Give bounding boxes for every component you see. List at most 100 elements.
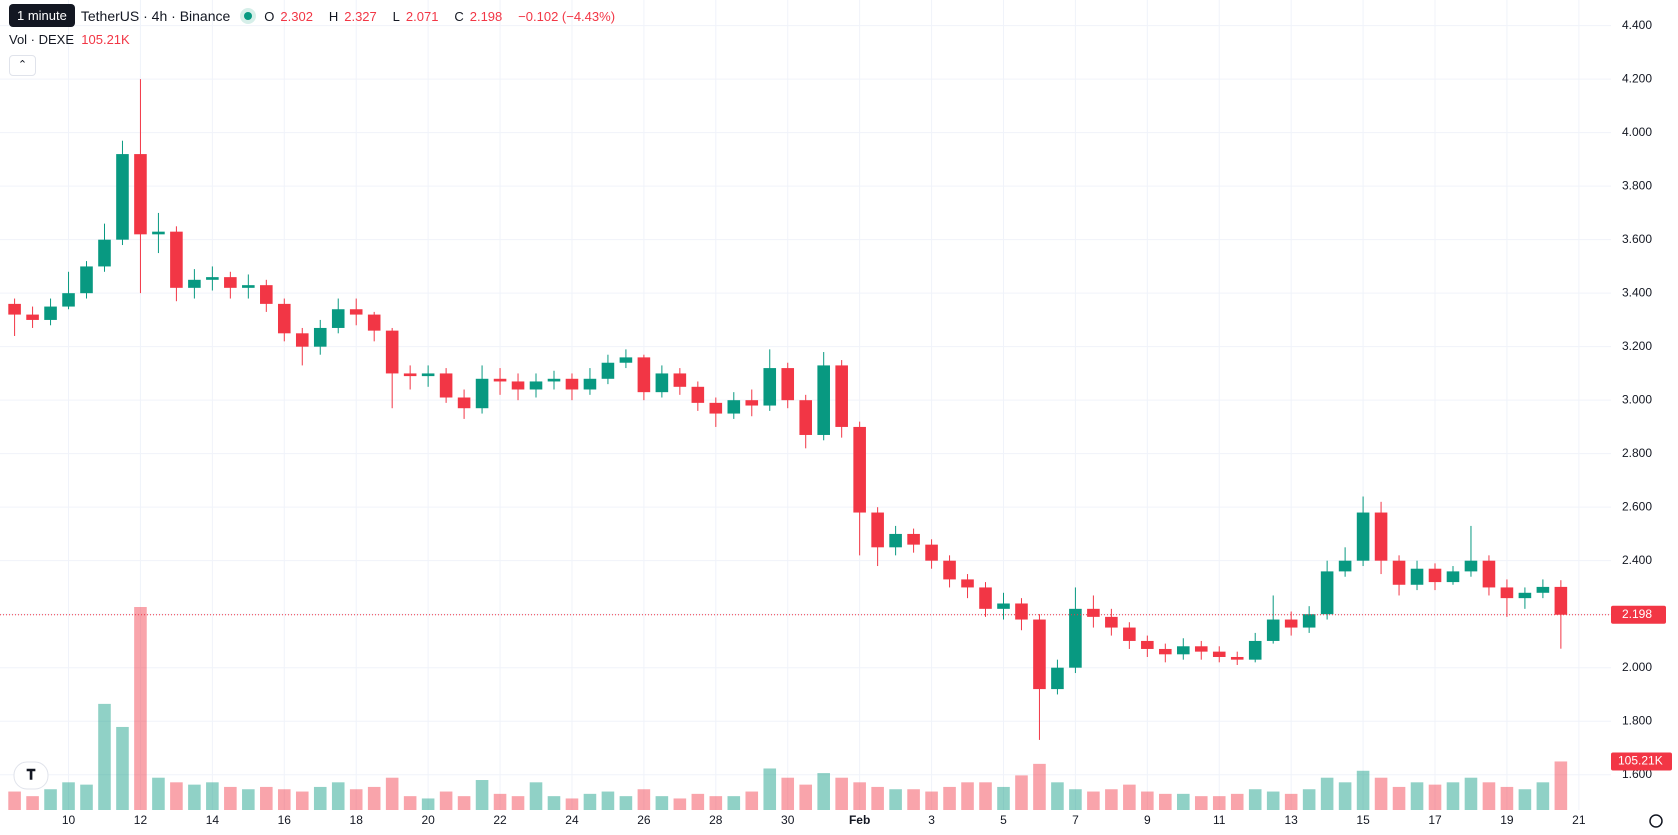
x-tick-label: 9 xyxy=(1144,813,1151,827)
y-tick-label: 3.800 xyxy=(1622,178,1652,192)
volume-bar xyxy=(421,798,435,810)
candle-body xyxy=(403,373,417,377)
candle-body xyxy=(116,154,129,240)
candle-body xyxy=(1248,640,1262,660)
volume-bar xyxy=(871,786,884,810)
volume-bar xyxy=(1464,777,1478,810)
x-tick-label: 3 xyxy=(928,813,935,827)
volume-bar xyxy=(1033,763,1046,810)
ohlc-value: 2.198 xyxy=(469,8,503,24)
volume-bar xyxy=(206,782,219,810)
x-tick-label: 16 xyxy=(278,813,292,827)
candle-body xyxy=(367,314,381,331)
volume-bar xyxy=(224,786,237,810)
candle-body xyxy=(493,378,507,382)
volume-bar xyxy=(457,796,471,810)
candle-body xyxy=(1266,619,1280,641)
volume-bar xyxy=(1266,791,1280,810)
ohlc: O 2.302 H 2.327 L 2.071 C 2.198 −0.102 (−4.4… xyxy=(264,8,621,24)
volume-bar xyxy=(1302,789,1316,810)
y-tick-label: 2.800 xyxy=(1622,446,1652,460)
candle-body xyxy=(745,400,759,406)
volume-bar xyxy=(170,782,183,810)
x-tick-label: 24 xyxy=(565,813,579,827)
candle-body xyxy=(691,386,705,403)
ohlc-label: O xyxy=(264,8,275,24)
candle-body xyxy=(583,378,597,390)
candle-body xyxy=(295,333,309,347)
volume-bar xyxy=(349,789,363,810)
volume-value: 105.21K xyxy=(81,32,130,47)
volume-bar xyxy=(547,796,561,810)
volume-bar xyxy=(313,786,327,810)
candle-body xyxy=(1284,619,1298,628)
x-tick-label: 18 xyxy=(350,813,364,827)
x-tick-label: 21 xyxy=(1572,813,1586,827)
candle-body xyxy=(889,533,902,548)
candle-body xyxy=(242,285,255,288)
candle-body xyxy=(1464,560,1478,572)
candle-body xyxy=(1338,560,1352,572)
volume-bar xyxy=(1194,796,1208,810)
candle-body xyxy=(709,402,723,414)
candle-body xyxy=(1554,586,1568,615)
y-tick-label: 4.000 xyxy=(1622,125,1652,139)
x-tick-label: 15 xyxy=(1356,813,1370,827)
volume-bar xyxy=(745,791,759,810)
volume-bar xyxy=(80,784,93,810)
volume-bar xyxy=(1536,782,1550,810)
volume-bar xyxy=(295,791,309,810)
candle-body xyxy=(1176,646,1190,655)
volume-bar xyxy=(98,703,111,810)
candle-body xyxy=(206,277,219,280)
symbol-title[interactable]: TetherUS · 4h · Binance xyxy=(80,7,231,24)
volume-bar xyxy=(1482,782,1496,810)
logo xyxy=(13,761,49,790)
volume-bar xyxy=(116,726,129,810)
candle-body xyxy=(979,587,992,609)
y-tick-label: 1.800 xyxy=(1622,713,1652,727)
settings-icon xyxy=(1649,814,1663,828)
volume-bar xyxy=(1392,786,1406,810)
volume-bar xyxy=(853,782,866,810)
candle-body xyxy=(871,512,884,548)
candle-body xyxy=(817,365,830,435)
candle-body xyxy=(62,293,75,307)
volume-bar xyxy=(511,796,525,810)
volume-bar xyxy=(817,773,830,810)
candle-body xyxy=(673,373,687,387)
candle-body xyxy=(1302,614,1316,628)
candle-body xyxy=(763,368,777,406)
volume-bar xyxy=(529,782,543,810)
candle-body xyxy=(637,357,651,393)
volume-bar xyxy=(997,786,1010,810)
volume-bar xyxy=(763,768,777,810)
candle-body xyxy=(1051,667,1064,690)
candle-body xyxy=(1033,619,1046,690)
ohlc-value: 2.302 xyxy=(280,8,313,24)
y-tick-label: 2.000 xyxy=(1622,660,1652,674)
x-tick-label: 17 xyxy=(1428,813,1442,827)
x-tick-label: 12 xyxy=(134,813,148,827)
x-tick-label: 28 xyxy=(709,813,723,827)
candle-body xyxy=(1159,648,1172,655)
x-tick-label: 11 xyxy=(1213,813,1226,827)
volume-bar xyxy=(439,791,453,810)
volume-bar xyxy=(493,793,507,810)
y-tick-label: 3.200 xyxy=(1622,339,1652,353)
volume-bar xyxy=(1069,789,1082,810)
axis-bg xyxy=(1611,0,1678,835)
candle-body xyxy=(349,309,363,315)
x-tick-label: 14 xyxy=(206,813,220,827)
x-tick-label: 20 xyxy=(421,813,435,827)
candle-body xyxy=(1320,571,1334,615)
candle-body xyxy=(44,306,57,320)
volume-bar xyxy=(1338,782,1352,810)
volume-bar xyxy=(637,789,651,810)
x-tick-label: 22 xyxy=(493,813,507,827)
candle-body xyxy=(601,362,615,379)
volume-bar xyxy=(889,789,902,810)
volume-bar xyxy=(1141,791,1154,810)
collapse-button[interactable]: ⌃ xyxy=(9,55,36,76)
y-tick-label: 4.200 xyxy=(1622,71,1652,85)
